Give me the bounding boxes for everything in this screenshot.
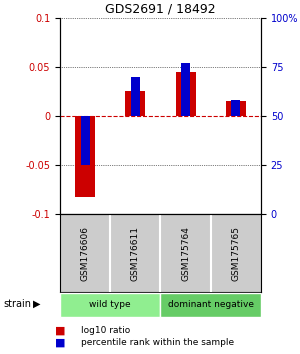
Text: GSM175765: GSM175765 xyxy=(231,225,240,281)
Text: GSM176606: GSM176606 xyxy=(81,225,90,281)
Bar xyxy=(125,91,146,116)
Bar xyxy=(231,100,240,116)
Bar xyxy=(181,63,190,116)
Text: strain: strain xyxy=(3,298,31,309)
Text: wild type: wild type xyxy=(89,300,131,309)
Bar xyxy=(81,116,90,165)
Text: ■: ■ xyxy=(55,326,65,336)
Bar xyxy=(176,72,196,116)
Bar xyxy=(131,77,140,116)
Bar xyxy=(60,293,160,317)
Bar xyxy=(160,293,261,317)
Text: dominant negative: dominant negative xyxy=(168,300,254,309)
Text: percentile rank within the sample: percentile rank within the sample xyxy=(81,338,234,347)
Text: GSM176611: GSM176611 xyxy=(131,225,140,281)
Text: ▶: ▶ xyxy=(33,298,40,309)
Text: log10 ratio: log10 ratio xyxy=(81,326,130,336)
Bar xyxy=(226,101,246,116)
Text: GSM175764: GSM175764 xyxy=(181,225,190,281)
Title: GDS2691 / 18492: GDS2691 / 18492 xyxy=(105,2,216,15)
Text: ■: ■ xyxy=(55,338,65,348)
Bar xyxy=(75,116,95,198)
